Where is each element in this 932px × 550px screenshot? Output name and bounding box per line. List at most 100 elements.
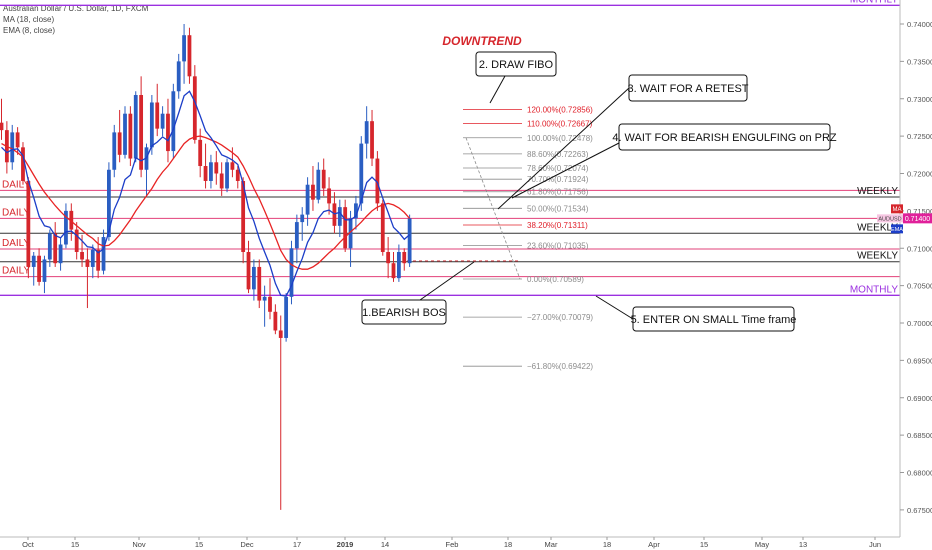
callout-pointer [419, 261, 475, 301]
candle-body [74, 229, 79, 252]
candle-body [396, 251, 401, 279]
time-tick-label: Dec [240, 540, 254, 549]
fibonacci-layer: 120.00%(0.72856) 110.00%(0.72667) 100.00%(… [407, 106, 593, 371]
candle-body [15, 132, 20, 148]
level-label-daily: DAILY [2, 238, 30, 249]
time-tick-label: 13 [799, 540, 807, 549]
candle-body [251, 266, 256, 290]
candle-body [225, 162, 229, 189]
price-tick-label: 0.70500 [907, 282, 932, 291]
callout-text: 4. WAIT FOR BEARISH ENGULFING on PRZ [612, 132, 837, 144]
callout-pointer [595, 295, 634, 320]
time-tick-label: Oct [22, 540, 35, 549]
candle-body [294, 222, 299, 249]
time-tick-label: 2019 [337, 540, 354, 549]
ma-badge [891, 204, 903, 214]
price-axis: 0.74000 0.73500 0.73000 0.72500 0.72000 0.715… [899, 0, 932, 537]
candle-body [209, 162, 213, 181]
horizontal-levels-layer: DAILY DAILY DAILY DAILY WEEKLY WEEKLY WEEKLY MO… [0, 0, 900, 297]
candle-body [139, 95, 144, 170]
candle-body [117, 132, 122, 155]
price-tick-label: 0.70000 [907, 319, 932, 328]
callout-text: 2. DRAW FIBO [479, 59, 554, 71]
candle-body [337, 207, 342, 226]
fib-level-label: 120.00%(0.72856) [527, 106, 593, 115]
candle-body [407, 218, 412, 264]
callout-pointer [497, 87, 630, 210]
price-tick-label: 0.68000 [907, 469, 932, 478]
candle-body [47, 233, 52, 260]
candle-body [182, 35, 186, 62]
level-label-weekly: WEEKLY [857, 251, 898, 262]
fib-level-label: 0.00%(0.70589) [527, 275, 584, 284]
candles-layer [0, 24, 412, 510]
candle-body [348, 218, 353, 249]
fib-level-label: 23.60%(0.71035) [527, 242, 589, 251]
symbol-badge-label: AUDUSD [878, 216, 901, 222]
indicators-layer [1, 90, 411, 297]
candle-body [85, 259, 90, 267]
candle-body [133, 95, 138, 159]
time-axis: Oct 15 Nov 15 Dec 17 2019 14 Feb 18 Mar 18 Apr 15 May 1… [0, 536, 900, 549]
time-tick-label: 18 [504, 540, 512, 549]
candle-body [262, 296, 267, 301]
candle-body [101, 237, 106, 271]
candle-body [0, 122, 4, 131]
candle-body [176, 61, 181, 92]
candle-body [128, 113, 133, 159]
time-tick-label: 15 [195, 540, 203, 549]
fib-level-label: −61.80%(0.69422) [527, 362, 593, 371]
callout-text: 1.BEARISH BOS [362, 307, 446, 319]
candle-body [321, 169, 326, 189]
candle-body [69, 210, 74, 230]
candle-body [80, 251, 84, 260]
candle-body [359, 143, 364, 204]
callout-box [361, 299, 447, 325]
ema-8-line [1, 90, 411, 297]
candle-body [160, 113, 165, 129]
candle-body [316, 169, 321, 200]
candle-body [96, 249, 101, 271]
callout-text: 5. ENTER ON SMALL Time frame [631, 314, 797, 326]
ma-badge-label: MA [893, 207, 902, 213]
level-label-weekly: WEEKLY [857, 186, 898, 197]
candle-body [155, 102, 160, 129]
candle-body [203, 166, 208, 181]
candle-body [166, 113, 170, 152]
callout-box [475, 51, 557, 77]
candle-body [198, 139, 203, 167]
candle-body [327, 188, 331, 204]
level-label-monthly: MONTHLY [850, 284, 898, 295]
time-tick-label: 18 [603, 540, 611, 549]
candle-body [268, 296, 272, 312]
price-tick-label: 0.71500 [907, 207, 932, 216]
candle-body [241, 180, 246, 252]
callout-box [632, 306, 795, 332]
candle-body [278, 330, 283, 338]
ma-indicator-label[interactable]: MA (18, close) [3, 15, 55, 24]
ema-badge [891, 224, 903, 234]
candle-body [375, 158, 380, 204]
candle-body [10, 132, 15, 163]
fib-level-label: 100.00%(0.72478) [527, 134, 593, 143]
fib-level-label: −27.00%(0.70079) [527, 313, 593, 322]
candle-body [354, 203, 358, 219]
candle-body [58, 244, 63, 264]
candle-body [53, 233, 58, 264]
price-tick-label: 0.68500 [907, 431, 932, 440]
candle-body [112, 132, 117, 170]
time-tick-label: Nov [132, 540, 146, 549]
candle-body [391, 263, 396, 279]
candle-body [149, 102, 154, 148]
time-tick-label: Feb [446, 540, 459, 549]
candle-body [289, 248, 294, 297]
candle-body [343, 207, 348, 249]
candle-body [107, 169, 111, 238]
ema-indicator-label[interactable]: EMA (8, close) [3, 26, 56, 35]
level-label-monthly: MONTHLY [850, 0, 898, 5]
candle-body [64, 210, 68, 245]
fib-level-label: 78.60%(0.72074) [527, 164, 589, 173]
candle-body [42, 259, 47, 282]
